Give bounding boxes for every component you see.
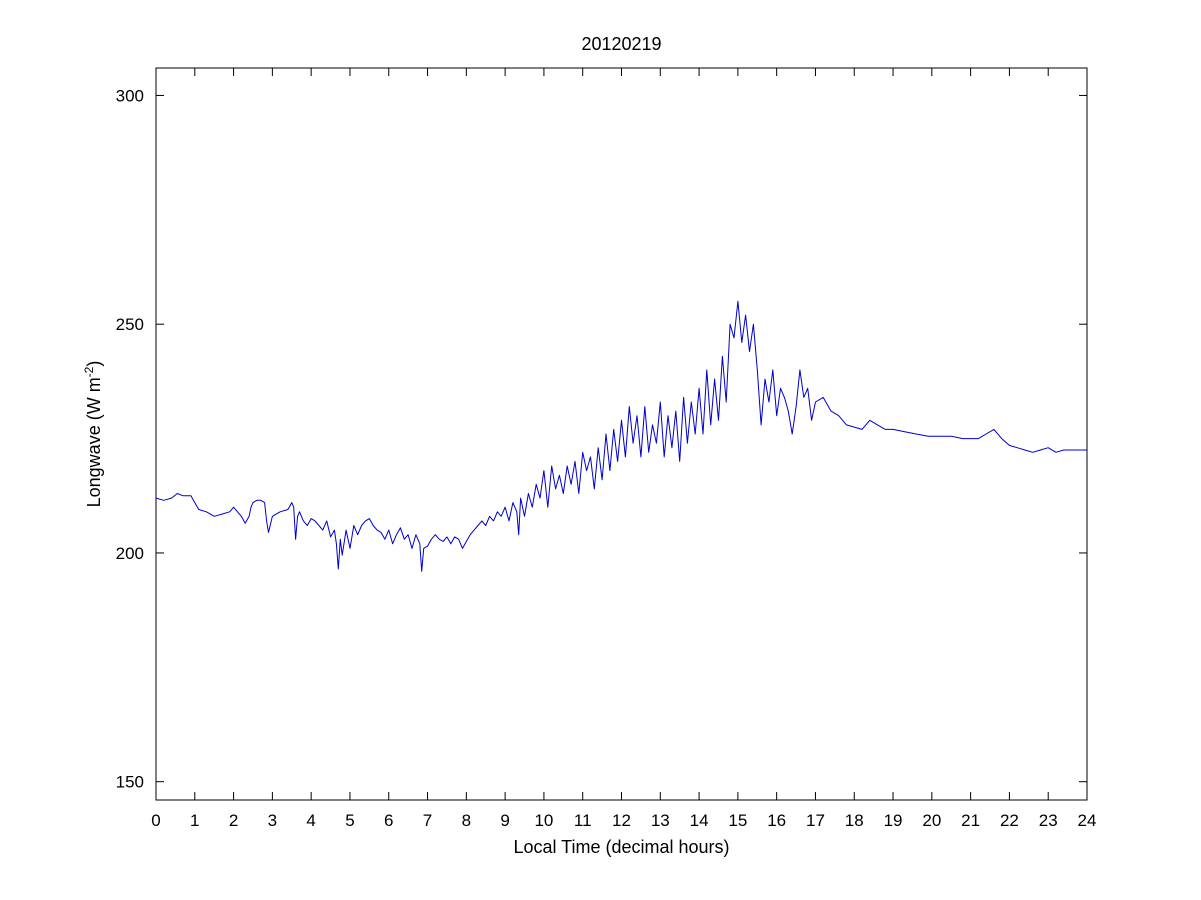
x-tick-label: 20: [922, 811, 941, 830]
y-axis-label-main: Longwave (W m: [84, 377, 104, 507]
y-tick-label: 150: [116, 773, 144, 792]
axis-ticks: [155, 68, 1088, 800]
x-tick-label: 1: [190, 811, 199, 830]
x-tick-label: 2: [229, 811, 238, 830]
x-tick-label: 6: [384, 811, 393, 830]
chart-title: 20120219: [581, 34, 661, 54]
y-axis-label-close: ): [84, 361, 104, 367]
x-tick-label: 21: [961, 811, 980, 830]
x-tick-label: 9: [500, 811, 509, 830]
x-tick-label: 14: [690, 811, 709, 830]
x-tick-label: 8: [462, 811, 471, 830]
y-tick-label: 200: [116, 544, 144, 563]
x-tick-label: 10: [534, 811, 553, 830]
x-tick-label: 5: [345, 811, 354, 830]
x-tick-label: 13: [651, 811, 670, 830]
plot-area: [155, 67, 1088, 801]
x-tick-label: 3: [268, 811, 277, 830]
x-tick-label: 16: [767, 811, 786, 830]
y-tick-label: 300: [116, 86, 144, 105]
x-tick-label: 17: [806, 811, 825, 830]
x-tick-label: 24: [1078, 811, 1097, 830]
x-tick-label: 22: [1000, 811, 1019, 830]
x-tick-label: 11: [574, 811, 592, 830]
tick-labels: 0 1 2 3 4 5 6 7 8 9 10 11 12 13 14 15 16 17 18 19 20 21 22 23 24…: [116, 86, 1097, 830]
x-axis-label: Local Time (decimal hours): [513, 837, 729, 857]
x-tick-label: 4: [306, 811, 315, 830]
y-tick-label: 250: [116, 315, 144, 334]
x-tick-label: 18: [845, 811, 864, 830]
x-tick-label: 19: [884, 811, 903, 830]
x-tick-label: 23: [1039, 811, 1058, 830]
x-tick-label: 15: [728, 811, 747, 830]
x-tick-label: 12: [612, 811, 631, 830]
y-axis-label: Longwave (W m-2): [82, 361, 104, 508]
y-axis-label-superscript: -2: [82, 366, 96, 377]
x-tick-label: 7: [423, 811, 432, 830]
longwave-series-line: [155, 300, 1087, 572]
x-tick-label: 0: [151, 811, 160, 830]
